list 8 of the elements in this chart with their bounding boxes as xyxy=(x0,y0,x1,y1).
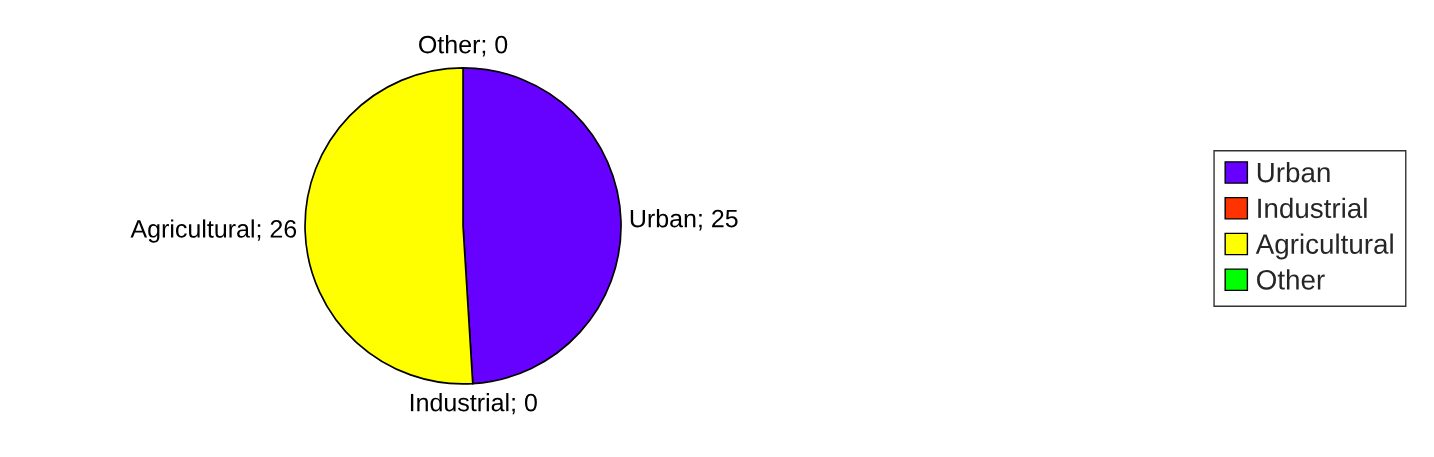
legend-label: Agricultural xyxy=(1255,233,1393,260)
legend-label: Other xyxy=(1257,269,1325,290)
text: Industrial; 0 xyxy=(410,393,537,415)
legend-label: Urban xyxy=(1257,161,1330,183)
data-label: Urban; 25 xyxy=(630,209,738,231)
data-label: Agricultural; 26 xyxy=(130,219,297,243)
text: Other; 0 xyxy=(419,35,508,57)
legend-label: Industrial xyxy=(1258,197,1367,219)
